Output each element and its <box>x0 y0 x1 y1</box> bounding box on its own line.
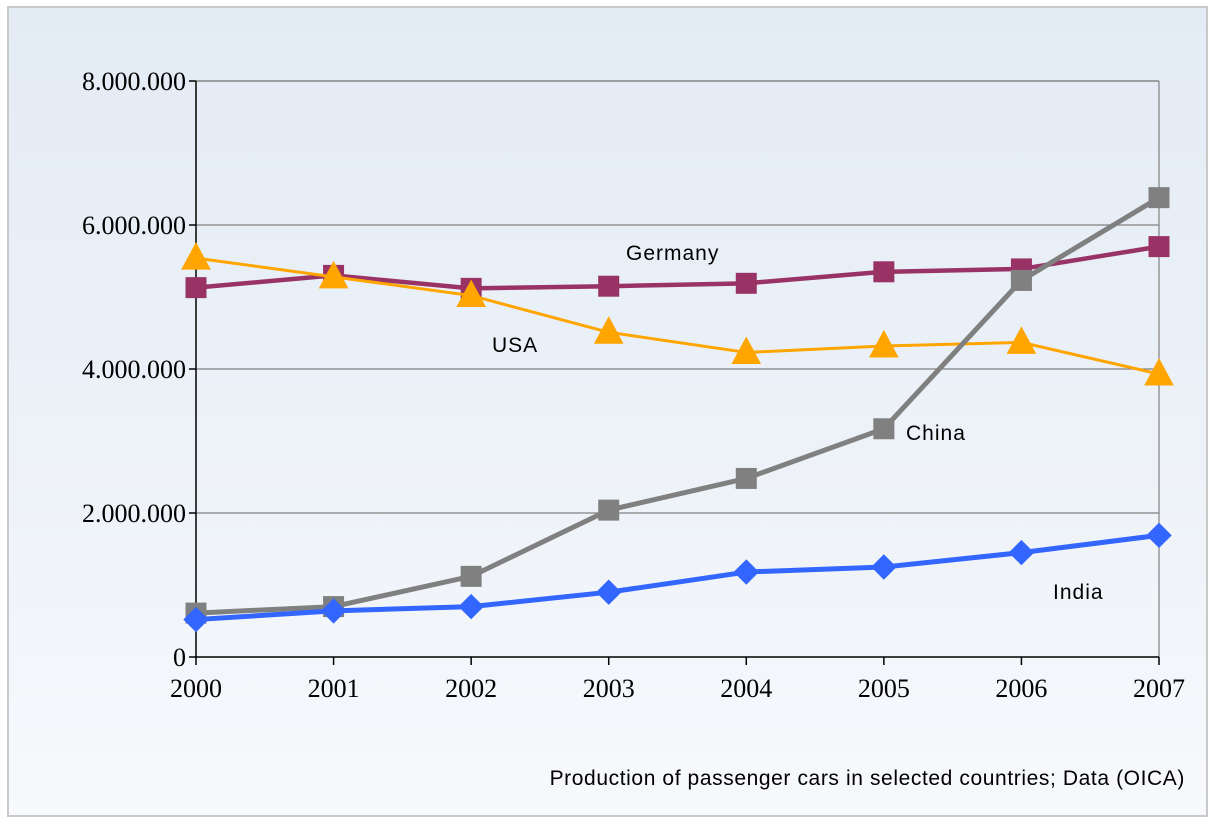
series-label-india: India <box>1053 581 1104 604</box>
data-point-usa <box>181 242 211 270</box>
x-tick-label: 2002 <box>445 674 497 703</box>
data-point-china <box>598 499 620 521</box>
y-tick-label: 4.000.000 <box>82 355 186 384</box>
y-tick-label: 2.000.000 <box>82 499 186 528</box>
data-point-india <box>1146 522 1172 549</box>
series-label-usa: USA <box>492 334 538 357</box>
series-line-china <box>195 195 1161 616</box>
series-usa <box>181 242 1174 386</box>
data-point-china <box>1148 187 1170 209</box>
series-layer <box>181 187 1174 633</box>
x-tick-label: 2001 <box>308 674 360 703</box>
data-point-usa <box>869 329 899 358</box>
x-tick-label: 2005 <box>858 674 910 703</box>
series-india <box>183 522 1172 633</box>
data-point-china <box>460 565 482 587</box>
chart-frame <box>7 6 1208 817</box>
series-line-germany <box>195 244 1160 291</box>
data-point-india <box>320 598 347 624</box>
data-point-usa <box>1006 326 1037 354</box>
data-point-usa <box>318 260 349 289</box>
series-line-usa <box>195 256 1160 376</box>
series-label-china: China <box>906 422 966 445</box>
data-point-india <box>596 579 622 605</box>
x-tick-label: 2000 <box>170 674 222 703</box>
y-tick-label: 8.000.000 <box>82 67 186 96</box>
data-point-china <box>1010 269 1032 291</box>
data-point-germany <box>735 272 757 294</box>
series-line-india <box>195 532 1160 623</box>
chart-caption: Production of passenger cars in selected… <box>550 767 1185 790</box>
data-point-india <box>458 593 484 620</box>
data-point-usa <box>1144 357 1174 386</box>
x-tick-label: 2006 <box>995 674 1047 703</box>
series-label-germany: Germany <box>626 242 719 265</box>
y-tick-label: 6.000.000 <box>82 211 186 240</box>
x-tick-label: 2003 <box>583 674 635 703</box>
y-tick-label: 0 <box>173 643 186 672</box>
axis-layer: 0 2.000.000 4.000.000 6.000.000 8.000.000 200… <box>82 67 1185 703</box>
label-layer: Germany USA China India <box>492 242 1104 604</box>
data-point-usa <box>593 316 624 344</box>
data-point-india <box>1008 539 1035 566</box>
data-point-usa <box>731 336 762 364</box>
data-point-germany <box>185 277 207 299</box>
data-point-china <box>735 467 757 489</box>
data-point-india <box>733 559 759 585</box>
x-tick-label: 2007 <box>1133 674 1185 703</box>
data-point-india <box>871 554 897 580</box>
data-point-usa <box>456 279 486 308</box>
grid-layer <box>196 80 1160 657</box>
data-point-germany <box>598 275 620 297</box>
x-tick-label: 2004 <box>720 674 772 703</box>
data-point-china <box>873 418 895 440</box>
data-point-germany <box>1148 236 1170 258</box>
data-point-germany <box>873 261 895 283</box>
data-point-india <box>183 606 209 633</box>
